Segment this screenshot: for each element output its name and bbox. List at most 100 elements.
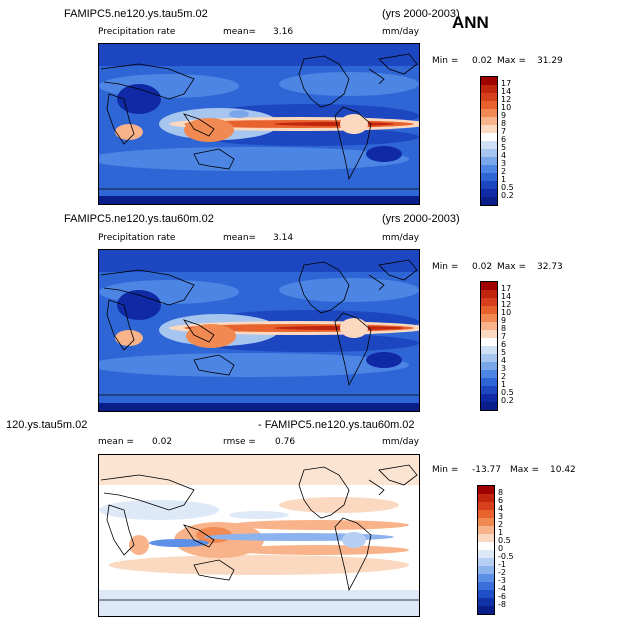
colorbar-swatch	[481, 101, 497, 109]
colorbar-level-label: 10	[501, 308, 512, 317]
colorbar-swatch	[481, 346, 497, 354]
colorbar-swatch	[481, 85, 497, 93]
panel3-colorbar-labels: 8 6 4 3 2 1 0.5 0 -0.5 -1 -2 -3 -4 -6 -8	[498, 485, 538, 613]
colorbar-swatch	[481, 290, 497, 298]
panel1-max-label: Max =	[497, 56, 527, 66]
panel2-mean-value: 3.14	[273, 233, 294, 243]
panel2-colorbar	[480, 281, 498, 411]
colorbar-level-label: 1	[501, 380, 507, 389]
colorbar-level-label: 4	[501, 356, 507, 365]
colorbar-swatch	[478, 598, 494, 606]
panel2-case: FAMIPC5.ne120.ys.tau60m.02	[64, 213, 214, 225]
colorbar-level-label: 4	[498, 504, 504, 513]
panel1-mean-label: mean=	[223, 27, 257, 37]
colorbar-swatch	[481, 125, 497, 133]
colorbar-swatch	[481, 306, 497, 314]
colorbar-swatch	[481, 117, 497, 125]
panel2-units: mm/day	[382, 233, 420, 243]
colorbar-level-label: 0.2	[501, 191, 514, 200]
colorbar-swatch	[481, 394, 497, 402]
colorbar-level-label: 6	[498, 496, 504, 505]
colorbar-swatch	[478, 606, 494, 614]
panel1-years: (yrs 2000-2003)	[382, 8, 460, 20]
colorbar-level-label: 1	[501, 175, 507, 184]
colorbar-swatch	[481, 77, 497, 85]
colorbar-level-label: -2	[498, 568, 506, 577]
colorbar-swatch	[481, 370, 497, 378]
colorbar-level-label: 1	[498, 528, 504, 537]
panel1-case: FAMIPC5.ne120.ys.tau5m.02	[64, 8, 208, 20]
colorbar-level-label: -8	[498, 600, 506, 609]
colorbar-level-label: 9	[501, 111, 507, 120]
colorbar-level-label: 8	[501, 324, 507, 333]
colorbar-swatch	[481, 149, 497, 157]
colorbar-level-label: 14	[501, 87, 512, 96]
colorbar-level-label: -0.5	[498, 552, 514, 561]
colorbar-swatch	[481, 298, 497, 306]
colorbar-level-label: 17	[501, 284, 512, 293]
panel3-rmse-label: rmse =	[223, 437, 256, 447]
colorbar-level-label: 3	[501, 159, 507, 168]
colorbar-level-label: 0.5	[501, 388, 514, 397]
colorbar-level-label: 6	[501, 135, 507, 144]
colorbar-level-label: 7	[501, 127, 507, 136]
colorbar-swatch	[481, 141, 497, 149]
colorbar-swatch	[478, 534, 494, 542]
colorbar-swatch	[481, 165, 497, 173]
colorbar-level-label: 0.2	[501, 396, 514, 405]
colorbar-level-label: 2	[501, 372, 507, 381]
panel3-map	[98, 454, 420, 617]
colorbar-swatch	[478, 574, 494, 582]
panel1-colorbar-labels: 17 14 12 10 9 8 7 6 5 4 3 2 1 0.5 0.2	[501, 76, 541, 204]
colorbar-swatch	[478, 510, 494, 518]
colorbar-swatch	[478, 502, 494, 510]
colorbar-swatch	[481, 362, 497, 370]
colorbar-swatch	[478, 550, 494, 558]
colorbar-swatch	[481, 282, 497, 290]
colorbar-swatch	[478, 494, 494, 502]
colorbar-swatch	[481, 386, 497, 394]
colorbar-swatch	[481, 322, 497, 330]
season-title: ANN	[452, 13, 489, 32]
panel1-units: mm/day	[382, 27, 420, 37]
colorbar-swatch	[481, 181, 497, 189]
colorbar-level-label: 5	[501, 348, 507, 357]
panel2-min-value: 0.02	[472, 262, 493, 272]
panel2-min-label: Min =	[432, 262, 459, 272]
colorbar-swatch	[478, 526, 494, 534]
panel1-variable: Precipitation rate	[98, 27, 176, 37]
panel3-colorbar	[477, 485, 495, 615]
panel2-max-label: Max =	[497, 262, 527, 272]
colorbar-swatch	[481, 93, 497, 101]
panel3-max-label: Max =	[510, 465, 540, 475]
colorbar-level-label: 6	[501, 340, 507, 349]
panel2-colorbar-labels: 17 14 12 10 9 8 7 6 5 4 3 2 1 0.5 0.2	[501, 281, 541, 409]
panel2-years: (yrs 2000-2003)	[382, 213, 460, 225]
colorbar-level-label: 0.5	[501, 183, 514, 192]
colorbar-swatch	[478, 486, 494, 494]
panel1-min-value: 0.02	[472, 56, 493, 66]
panel2-mean-label: mean=	[223, 233, 257, 243]
colorbar-level-label: 12	[501, 95, 512, 104]
colorbar-level-label: -1	[498, 560, 506, 569]
panel1-colorbar	[480, 76, 498, 206]
colorbar-swatch	[478, 582, 494, 590]
panel2-variable: Precipitation rate	[98, 233, 176, 243]
colorbar-swatch	[481, 378, 497, 386]
colorbar-swatch	[481, 189, 497, 197]
colorbar-level-label: 10	[501, 103, 512, 112]
panel3-rmse-value: 0.76	[275, 437, 296, 447]
colorbar-swatch	[481, 197, 497, 205]
colorbar-level-label: 0.5	[498, 536, 511, 545]
panel1-map	[98, 43, 420, 205]
panel3-max-value: 10.42	[550, 465, 576, 475]
colorbar-level-label: 9	[501, 316, 507, 325]
colorbar-swatch	[478, 558, 494, 566]
colorbar-swatch	[481, 354, 497, 362]
panel2-max-value: 32.73	[537, 262, 563, 272]
colorbar-swatch	[481, 133, 497, 141]
colorbar-swatch	[478, 542, 494, 550]
colorbar-level-label: 14	[501, 292, 512, 301]
colorbar-swatch	[478, 590, 494, 598]
panel1-max-value: 31.29	[537, 56, 563, 66]
